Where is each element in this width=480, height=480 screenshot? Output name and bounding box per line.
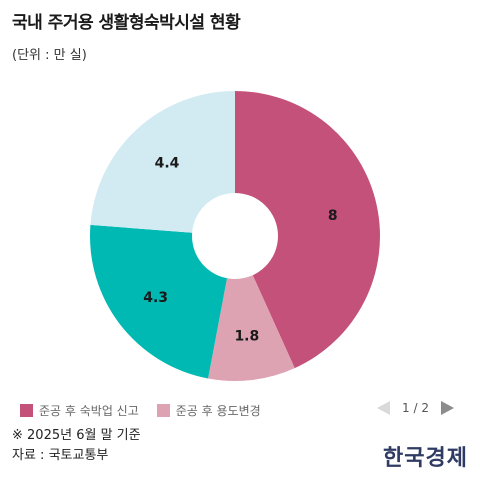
slice-2 — [90, 224, 235, 379]
source-note: 자료 : 국토교통부 — [12, 448, 109, 463]
legend-label-1: 준공 후 용도변경 — [175, 404, 261, 418]
footnote: ※ 2025년 6월 말 기준 — [12, 428, 141, 443]
donut-chart: 8 1.8 4.3 4.4 — [90, 91, 381, 381]
pager: 1 / 2 — [377, 401, 454, 415]
legend-item-0: 준공 후 숙박업 신고 — [20, 402, 139, 419]
legend: 준공 후 숙박업 신고 준공 후 용도변경 — [20, 402, 279, 419]
slice-value-label-1: 1.8 — [234, 328, 259, 344]
legend-item-1: 준공 후 용도변경 — [156, 402, 261, 419]
slice-value-label-3: 4.4 — [155, 156, 180, 172]
legend-label-0: 준공 후 숙박업 신고 — [39, 404, 139, 418]
legend-swatch-1 — [156, 404, 170, 417]
slice-value-label-0: 8 — [328, 208, 338, 224]
unit-label: (단위 : 만 실) — [12, 48, 87, 63]
slice-3 — [90, 91, 236, 236]
donut-hole — [192, 193, 278, 279]
publisher-logo: 한국경제 — [383, 445, 468, 471]
page-indicator: 1 / 2 — [402, 401, 429, 415]
next-arrow-icon[interactable] — [441, 401, 454, 415]
prev-arrow-icon[interactable] — [377, 401, 391, 415]
slice-value-label-2: 4.3 — [143, 290, 168, 306]
slice-0 — [235, 91, 381, 369]
chart-title: 국내 주거용 생활형숙박시설 현황 — [12, 13, 241, 33]
legend-swatch-0 — [20, 404, 33, 417]
